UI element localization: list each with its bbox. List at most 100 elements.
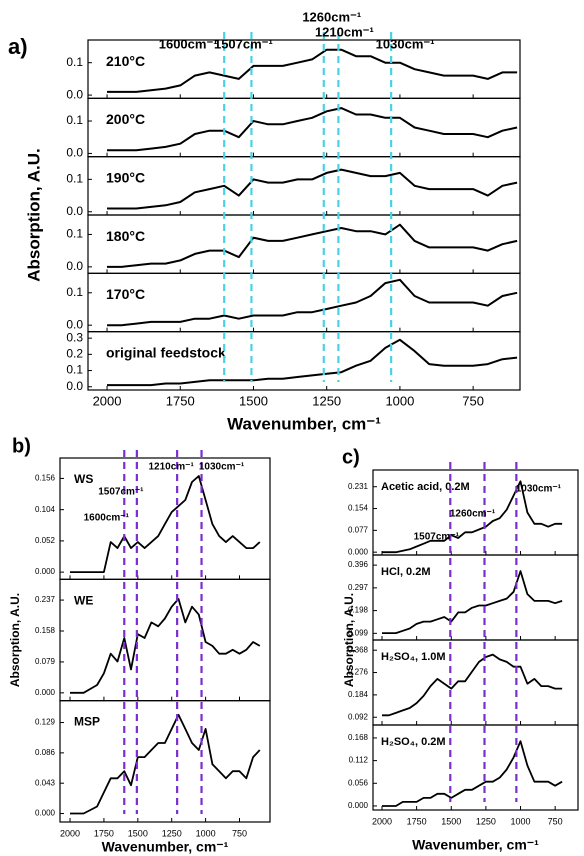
x-tick-label: 1250 xyxy=(312,393,341,408)
x-tick-label: 1250 xyxy=(162,828,182,838)
y-tick-label: 0.000 xyxy=(35,809,56,818)
y-tick-label: 0.396 xyxy=(348,560,369,569)
y-tick-label: 0.086 xyxy=(35,748,56,757)
y-tick-label: 0.368 xyxy=(348,645,369,654)
x-axis-title: Wavenumber, cm⁻¹ xyxy=(102,839,229,855)
subplot-frame xyxy=(372,724,579,811)
series-label: 180°C xyxy=(106,228,145,244)
y-tick-label: 0.0 xyxy=(66,259,83,273)
y-tick-label: 0.158 xyxy=(35,626,56,635)
y-tick-label: 0.3 xyxy=(66,330,83,344)
y-tick-label: 0.092 xyxy=(348,712,369,721)
y-tick-label: 0.231 xyxy=(348,482,369,491)
y-tick-label: 0.099 xyxy=(348,628,369,637)
series-label: H₂SO₄, 0.2M xyxy=(381,736,446,748)
y-tick-label: 0.000 xyxy=(348,801,369,810)
y-tick-label: 0.1 xyxy=(66,55,83,69)
series-label: original feedstock xyxy=(106,345,226,361)
spectrum-line xyxy=(107,107,518,152)
y-tick-label: 0.000 xyxy=(35,688,56,697)
spectrum-line xyxy=(107,338,518,387)
annotation-label: 1260cm⁻¹ xyxy=(302,9,361,24)
x-tick-label: 1000 xyxy=(385,393,414,408)
x-tick-label: 1500 xyxy=(128,828,148,838)
spectrum-line xyxy=(70,475,261,573)
panel-label: c) xyxy=(342,446,360,468)
annotation-label: 1030cm⁻¹ xyxy=(516,484,562,495)
y-tick-label: 0.000 xyxy=(35,567,56,576)
y-tick-label: 0.237 xyxy=(35,595,56,604)
series-label: MSP xyxy=(74,715,100,729)
annotation-label: 1507cm⁻¹ xyxy=(414,532,460,543)
x-tick-label: 750 xyxy=(548,816,563,826)
y-tick-label: 0.077 xyxy=(348,525,369,534)
y-axis-title: Absorption, A.U. xyxy=(24,148,43,281)
y-axis-title: Absorption, A.U. xyxy=(342,593,356,687)
annotation-label: 1210cm⁻¹ xyxy=(315,24,374,39)
series-label: H₂SO₄, 1.0M xyxy=(381,651,446,663)
y-tick-label: 0.1 xyxy=(66,113,83,127)
series-label: WE xyxy=(74,593,93,607)
spectrum-line xyxy=(382,653,563,717)
x-tick-label: 2000 xyxy=(60,828,80,838)
y-tick-label: 0.056 xyxy=(348,778,369,787)
spectrum-line xyxy=(107,168,518,210)
y-tick-label: 0.043 xyxy=(35,778,56,787)
annotation-label: 1600cm⁻¹ xyxy=(84,513,130,524)
annotation-label: 1507cm⁻¹ xyxy=(214,36,273,51)
x-tick-label: 1000 xyxy=(511,816,531,826)
y-axis-title: Absorption, A.U. xyxy=(8,593,22,687)
spectrum-line xyxy=(107,223,518,268)
y-tick-label: 0.297 xyxy=(348,583,369,592)
series-label: Acetic acid, 0.2M xyxy=(381,481,470,493)
y-tick-label: 0.104 xyxy=(35,505,56,514)
y-tick-label: 0.0 xyxy=(66,317,83,331)
y-tick-label: 0.154 xyxy=(348,504,369,513)
annotation-label: 1030cm⁻¹ xyxy=(376,36,435,51)
annotation-label: 1260cm⁻¹ xyxy=(450,509,496,520)
series-label: 200°C xyxy=(106,111,145,127)
panel-label: b) xyxy=(12,435,31,457)
y-tick-label: 0.079 xyxy=(35,657,56,666)
spectrum-line xyxy=(107,48,518,93)
panel-label: a) xyxy=(8,34,28,59)
y-tick-label: 0.168 xyxy=(348,733,369,742)
spectrum-line xyxy=(382,570,563,634)
y-tick-label: 0.0 xyxy=(66,146,83,160)
x-tick-label: 2000 xyxy=(93,393,122,408)
x-tick-label: 1750 xyxy=(94,828,114,838)
spectrum-line xyxy=(70,713,261,815)
y-tick-label: 0.0 xyxy=(66,87,83,101)
x-tick-label: 1750 xyxy=(166,393,195,408)
y-tick-label: 0.2 xyxy=(66,347,83,361)
subplot-frame xyxy=(87,331,521,391)
y-tick-label: 0.156 xyxy=(35,474,56,483)
x-axis-title: Wavenumber, cm⁻¹ xyxy=(412,837,539,853)
y-tick-label: 0.000 xyxy=(348,547,369,556)
annotation-label: 1210cm⁻¹ xyxy=(148,462,194,473)
y-tick-label: 0.112 xyxy=(349,756,369,765)
annotation-label: 1030cm⁻¹ xyxy=(199,462,245,473)
series-label: 170°C xyxy=(106,286,145,302)
y-tick-label: 0.0 xyxy=(66,204,83,218)
x-tick-label: 1250 xyxy=(476,816,496,826)
y-tick-label: 0.1 xyxy=(66,285,83,299)
spectrum-line xyxy=(70,598,261,694)
x-tick-label: 1000 xyxy=(196,828,216,838)
subplot-frame xyxy=(59,700,271,823)
annotation-label: 1507cm⁻¹ xyxy=(98,487,144,498)
series-label: 210°C xyxy=(106,53,145,69)
y-tick-label: 0.0 xyxy=(66,379,83,393)
x-tick-label: 750 xyxy=(232,828,247,838)
y-tick-label: 0.129 xyxy=(35,718,56,727)
y-tick-label: 0.184 xyxy=(348,690,369,699)
series-label: 190°C xyxy=(106,170,145,186)
series-label: WS xyxy=(74,472,93,486)
y-tick-label: 0.052 xyxy=(35,536,56,545)
x-tick-label: 1750 xyxy=(407,816,427,826)
x-tick-label: 2000 xyxy=(372,816,392,826)
y-tick-label: 0.276 xyxy=(348,668,369,677)
x-tick-label: 750 xyxy=(462,393,484,408)
annotation-label: 1600cm⁻¹ xyxy=(159,36,218,51)
y-tick-label: 0.198 xyxy=(348,606,369,615)
